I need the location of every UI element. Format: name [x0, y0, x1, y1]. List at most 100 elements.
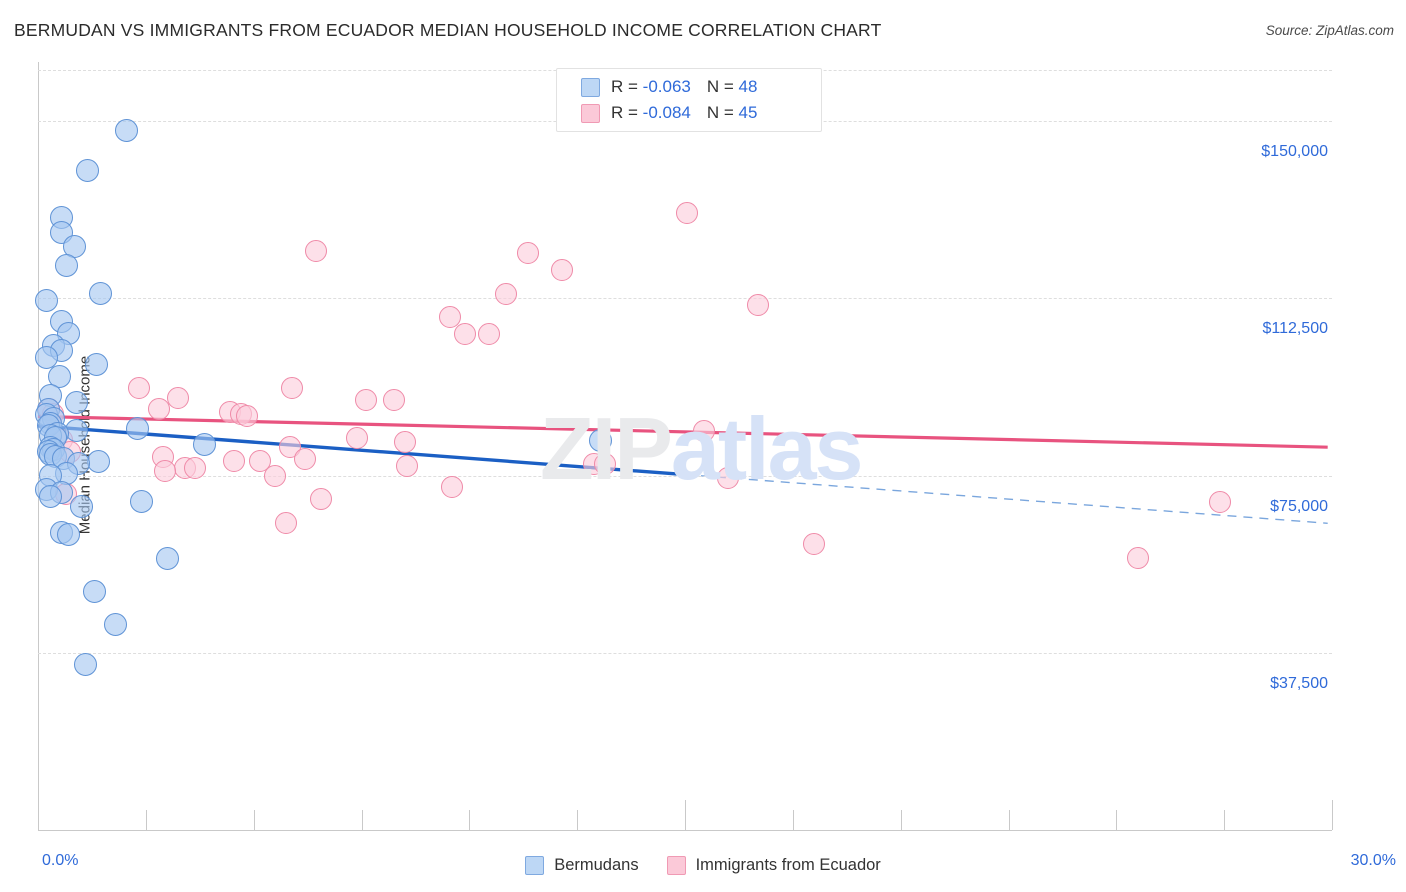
stats-row-bermudans: R = -0.063 N = 48: [581, 74, 757, 100]
scatter-point-bermudans[interactable]: [35, 345, 59, 369]
scatter-point-ecuador[interactable]: [309, 488, 332, 511]
scatter-point-bermudans[interactable]: [104, 612, 128, 636]
scatter-point-ecuador[interactable]: [803, 533, 826, 556]
scatter-point-ecuador[interactable]: [281, 377, 304, 400]
stats-swatch-bermudans: [581, 77, 600, 97]
scatter-point-ecuador[interactable]: [676, 202, 699, 225]
scatter-point-bermudans[interactable]: [73, 653, 97, 677]
y-tick-label: $75,000: [1270, 497, 1328, 515]
scatter-point-bermudans[interactable]: [86, 449, 110, 473]
scatter-point-bermudans[interactable]: [192, 433, 216, 457]
scatter-point-ecuador[interactable]: [693, 419, 716, 442]
x-axis-tick: [1116, 810, 1118, 830]
scatter-point-bermudans[interactable]: [89, 282, 113, 306]
scatter-point-ecuador[interactable]: [717, 466, 740, 489]
scatter-point-ecuador[interactable]: [275, 511, 298, 534]
r-label-0: R =: [611, 77, 643, 96]
scatter-point-ecuador[interactable]: [147, 398, 170, 421]
scatter-point-ecuador[interactable]: [454, 322, 477, 345]
scatter-point-ecuador[interactable]: [354, 388, 377, 411]
x-axis-tick: [577, 810, 579, 830]
x-axis-tick: [145, 810, 147, 830]
scatter-point-ecuador[interactable]: [223, 450, 246, 473]
x-axis-tick: [1332, 800, 1333, 830]
x-axis-tick: [469, 810, 471, 830]
scatter-point-ecuador[interactable]: [441, 476, 464, 499]
x-axis-tick: [685, 800, 686, 830]
y-tick-label: $112,500: [1262, 320, 1328, 338]
scatter-point-ecuador[interactable]: [494, 282, 517, 305]
legend-item-ecuador[interactable]: Immigrants from Ecuador: [666, 855, 881, 875]
scatter-point-ecuador[interactable]: [747, 294, 770, 317]
legend-swatch-ecuador: [666, 855, 686, 875]
gridline: [38, 475, 1332, 477]
x-axis-tick: [1008, 810, 1010, 830]
trendline-bermudans-extension: [684, 473, 1328, 524]
scatter-point-ecuador[interactable]: [346, 426, 369, 449]
x-axis-max-label: 30.0%: [1350, 852, 1396, 869]
scatter-point-bermudans[interactable]: [130, 490, 154, 514]
scatter-point-ecuador[interactable]: [249, 450, 272, 473]
scatter-point-bermudans[interactable]: [56, 523, 80, 547]
scatter-point-ecuador[interactable]: [438, 306, 461, 329]
stats-text-bermudans: R = -0.063 N = 48: [611, 77, 757, 97]
gridline: [38, 298, 1332, 300]
x-axis-tick: [900, 810, 902, 830]
r-value-0: -0.063: [642, 77, 691, 96]
page-title: BERMUDAN VS IMMIGRANTS FROM ECUADOR MEDI…: [14, 20, 882, 40]
gridline: [38, 652, 1332, 654]
x-axis-tick: [1224, 810, 1226, 830]
scatter-point-ecuador[interactable]: [167, 386, 190, 409]
x-axis-tick: [792, 810, 794, 830]
scatter-point-ecuador[interactable]: [477, 322, 500, 345]
scatter-point-ecuador[interactable]: [395, 455, 418, 478]
stats-text-ecuador: R = -0.084 N = 45: [611, 103, 757, 123]
scatter-point-bermudans[interactable]: [76, 159, 100, 183]
scatter-point-bermudans[interactable]: [82, 579, 106, 603]
scatter-point-ecuador[interactable]: [551, 258, 574, 281]
n-value-0: 48: [738, 77, 758, 96]
scatter-point-bermudans[interactable]: [589, 428, 613, 452]
scatter-point-bermudans[interactable]: [69, 494, 93, 518]
scatter-point-bermudans[interactable]: [48, 364, 72, 388]
scatter-point-bermudans[interactable]: [114, 119, 138, 143]
scatter-point-ecuador[interactable]: [305, 240, 328, 263]
y-tick-label: $150,000: [1261, 143, 1328, 161]
n-value-1: 45: [738, 103, 758, 122]
stats-swatch-ecuador: [581, 103, 600, 123]
series-legend: Bermudans Immigrants from Ecuador: [0, 850, 1406, 880]
scatter-point-ecuador[interactable]: [516, 242, 539, 265]
x-axis-min-label: 0.0%: [42, 852, 79, 869]
scatter-point-bermudans[interactable]: [65, 390, 89, 414]
scatter-point-ecuador[interactable]: [184, 457, 207, 480]
scatter-point-bermudans[interactable]: [155, 546, 179, 570]
scatter-point-ecuador[interactable]: [154, 459, 177, 482]
scatter-point-ecuador[interactable]: [382, 388, 405, 411]
n-label-0: N =: [706, 77, 739, 96]
scatter-point-bermudans[interactable]: [35, 289, 59, 313]
stats-row-ecuador: R = -0.084 N = 45: [581, 100, 757, 126]
y-tick-label: $37,500: [1270, 674, 1328, 692]
scatter-point-ecuador[interactable]: [294, 447, 317, 470]
plot-area: $150,000 $112,500 $75,000 $37,500: [35, 62, 1332, 830]
scatter-point-bermudans[interactable]: [125, 416, 149, 440]
scatter-point-ecuador[interactable]: [264, 464, 287, 487]
scatter-point-ecuador[interactable]: [128, 377, 151, 400]
scatter-point-ecuador[interactable]: [236, 405, 259, 428]
scatter-point-bermudans[interactable]: [54, 253, 78, 277]
scatter-point-ecuador[interactable]: [1126, 547, 1149, 570]
x-axis-tick: [253, 810, 255, 830]
scatter-point-bermudans[interactable]: [39, 485, 63, 509]
scatter-point-ecuador[interactable]: [594, 452, 617, 475]
scatter-point-bermudans[interactable]: [84, 352, 108, 376]
n-label-1: N =: [706, 103, 739, 122]
x-axis-line: [38, 830, 1332, 831]
scatter-point-ecuador[interactable]: [393, 431, 416, 454]
legend-item-bermudans[interactable]: Bermudans: [525, 855, 639, 875]
legend-label-bermudans: Bermudans: [554, 855, 639, 874]
correlation-stats-box: R = -0.063 N = 48 R = -0.084 N = 45: [556, 68, 822, 132]
legend-swatch-bermudans: [525, 855, 545, 875]
scatter-point-ecuador[interactable]: [1208, 490, 1231, 513]
y-axis-title-container: Median Household Income: [0, 330, 94, 560]
r-value-1: -0.084: [642, 103, 691, 122]
